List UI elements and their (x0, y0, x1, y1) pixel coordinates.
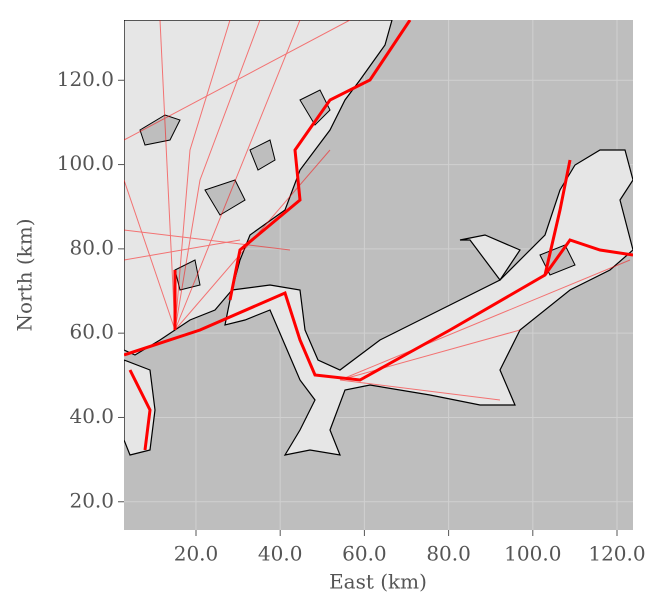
axes: 20.0 40.0 60.0 80.0 100.0 120.0 20.0 40.0 60.0 80… (57, 67, 646, 566)
x-axis-label: East (km) (329, 570, 427, 594)
x-tick-label: 40.0 (258, 542, 303, 566)
x-tick-label: 80.0 (426, 542, 471, 566)
inner-fjord (459, 234, 521, 282)
fjord-system (224, 149, 633, 456)
y-tick-label: 80.0 (69, 235, 114, 259)
y-axis-label: North (km) (13, 218, 37, 331)
y-tick-label: 120.0 (57, 67, 114, 91)
y-tick-label: 20.0 (69, 488, 114, 512)
y-tick-label: 100.0 (57, 151, 114, 175)
map-layer (124, 20, 633, 456)
islands (139, 89, 576, 291)
x-tick-label: 100.0 (504, 542, 561, 566)
ship-tracks (124, 20, 631, 401)
x-tick-label: 60.0 (342, 542, 387, 566)
x-tick-label: 120.0 (588, 542, 645, 566)
x-tick-label: 20.0 (174, 542, 219, 566)
y-tick-label: 40.0 (69, 404, 114, 428)
main-routes (124, 20, 633, 451)
y-tick-label: 60.0 (69, 320, 114, 344)
